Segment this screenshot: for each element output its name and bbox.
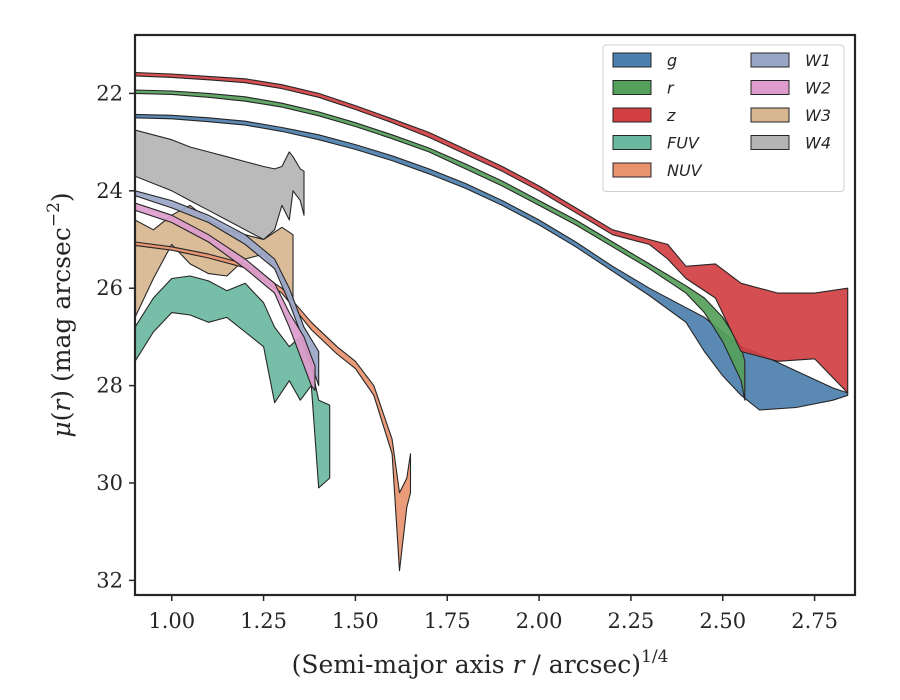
y-tick-label: 32 [96,568,123,592]
x-tick-label: 1.25 [240,609,287,633]
legend-label-w4: W4 [805,134,831,153]
band-g [135,113,849,411]
legend-label-w2: W2 [805,79,831,98]
band-w4 [135,129,305,241]
plot-frame [133,33,857,597]
band-fuv [135,275,331,489]
x-axis-label-var: r [513,650,527,679]
legend-label-r: r [667,79,675,98]
legend-label-w1: W1 [805,51,831,70]
y-axis-ticks: 22 24 26 28 30 32 [96,81,135,592]
legend-label-fuv: FUV [667,134,700,153]
x-axis-label-prefix: (Semi-major axis [292,650,513,679]
legend-label-nuv: NUV [667,161,703,180]
legend-label-z: z [666,106,676,125]
y-tick-label: 24 [96,179,123,203]
legend-swatch-z [612,107,652,123]
y-axis-label-mu: μ [47,421,76,437]
legend-swatch-r [612,80,652,95]
x-axis-ticks: 1.00 1.25 1.50 1.75 2.00 2.25 2.50 2.75 [148,595,838,633]
y-axis-label-units: (mag arcsec [47,227,76,390]
x-axis-label-suffix: / arcsec) [524,650,641,679]
legend-swatch-nuv [612,162,652,178]
legend-label-w3: W3 [805,106,831,125]
y-tick-label: 28 [96,374,123,398]
y-axis-label-var: r [47,398,76,412]
legend-swatch-w1 [750,52,790,68]
band-w1 [135,190,320,387]
legend-swatch-w3 [750,107,790,123]
y-axis-label-exponent: −2 [44,202,64,227]
legend-swatch-g [612,52,652,68]
x-tick-label: 1.50 [332,609,379,633]
legend-label-g: g [667,51,677,70]
x-tick-label: 2.50 [699,609,746,633]
band-z [135,71,849,394]
y-axis-label: μ(r) (mag arcsec−2) [44,192,76,437]
y-tick-label: 30 [96,471,123,495]
band-r [135,89,746,401]
y-axis-label-close: ) [47,390,76,400]
y-tick-label: 22 [96,81,123,105]
profile-bands [135,71,849,572]
legend: grz FUV NUV W1 W2 W3 W4 [602,44,845,192]
x-tick-label: 1.75 [424,609,471,633]
y-axis-label-end: ) [47,192,76,202]
y-tick-label: 26 [96,276,123,300]
legend-swatch-w2 [750,80,790,95]
x-tick-label: 2.25 [608,609,655,633]
x-axis-label: (Semi-major axis r / arcsec)1/4 [292,647,669,679]
legend-swatch-w4 [750,135,790,150]
x-axis-label-exponent: 1/4 [641,647,668,667]
x-tick-label: 2.00 [516,609,563,633]
x-tick-label: 1.00 [148,609,195,633]
band-w2 [135,202,316,392]
legend-swatch-fuv [612,135,652,150]
x-tick-label: 2.75 [791,609,838,633]
y-axis-label-open: ( [47,412,76,422]
